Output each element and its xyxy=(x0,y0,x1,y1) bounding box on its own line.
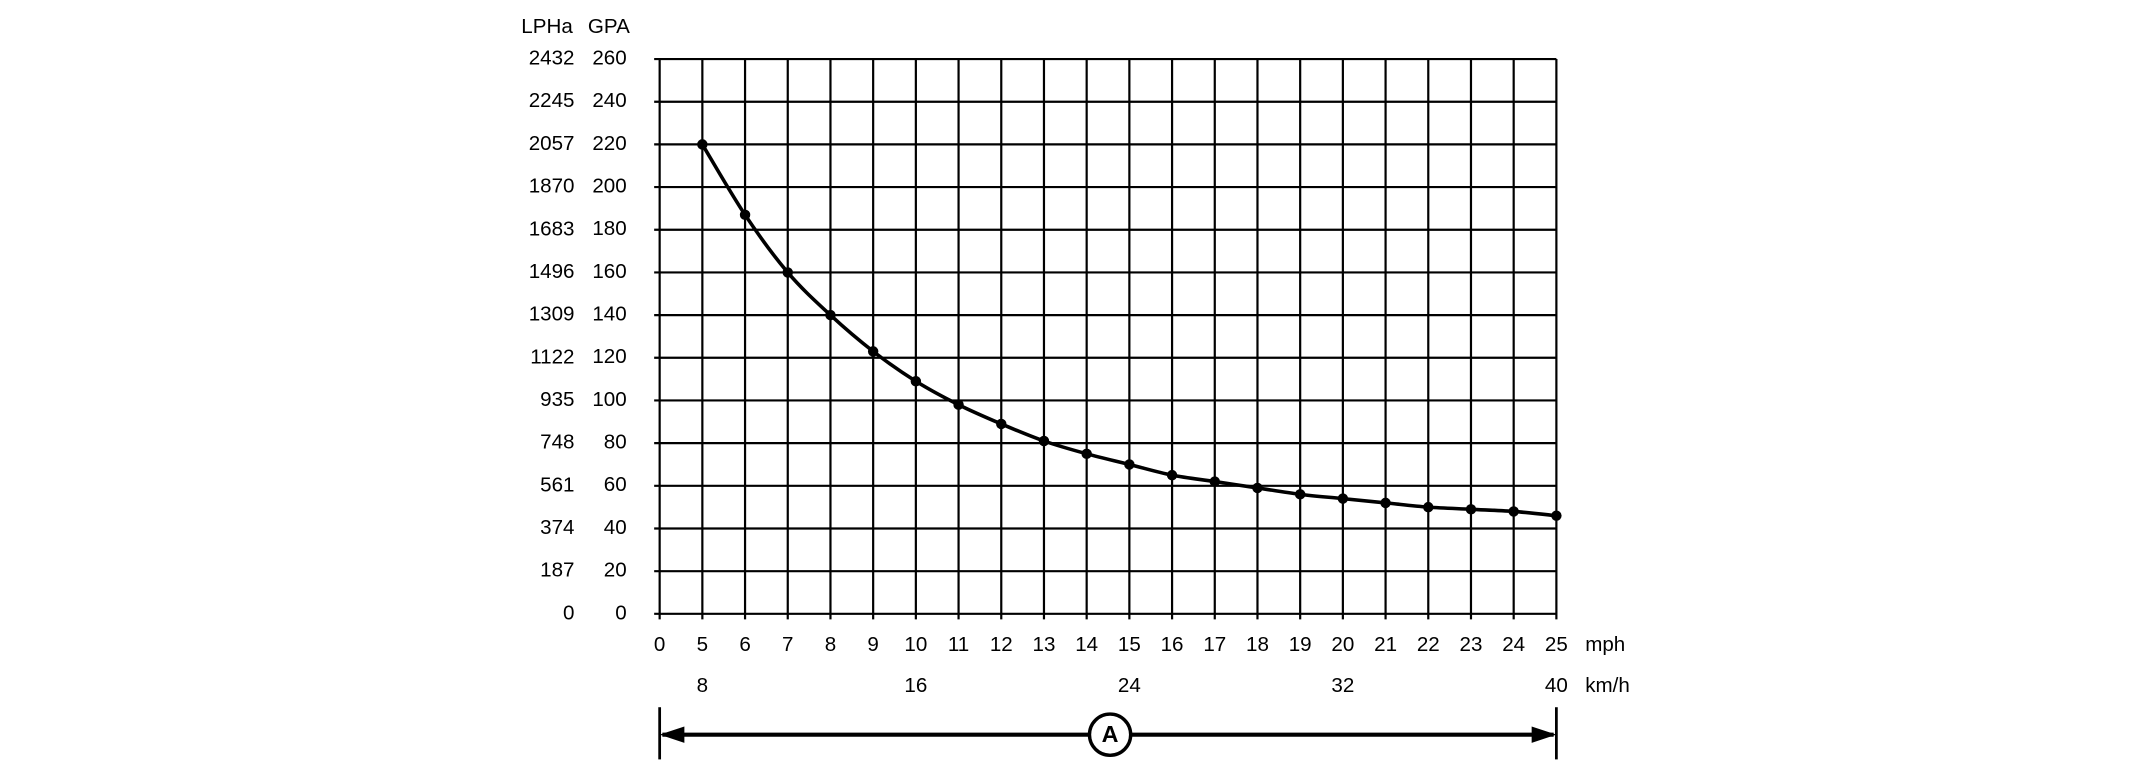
x-tick-label: 23 xyxy=(1460,633,1483,656)
x-tick-label: 24 xyxy=(1502,633,1525,656)
x-tick-label: 17 xyxy=(1203,633,1226,656)
y-tick-label: 200 xyxy=(592,175,626,198)
annotation: A xyxy=(1102,721,1119,747)
x-tick-label: 9 xyxy=(867,633,878,656)
y-tick-label: 20 xyxy=(604,559,627,582)
data-point xyxy=(1551,510,1562,521)
y2-tick-label: 0 xyxy=(563,601,574,624)
x-tick-label: 19 xyxy=(1289,633,1312,656)
y-tick-label: 180 xyxy=(592,217,626,240)
y-tick-label: 0 xyxy=(615,601,626,624)
range-arrow xyxy=(658,707,1558,760)
y-tick-label: 260 xyxy=(592,46,626,69)
data-point xyxy=(1508,506,1519,517)
data-point xyxy=(1124,459,1135,470)
y-tick-label: 160 xyxy=(592,260,626,283)
x2-tick-label: 32 xyxy=(1331,674,1354,697)
y-axis-label: GPA xyxy=(588,15,630,38)
y2-tick-label: 1309 xyxy=(529,303,575,326)
x2-tick-label: 24 xyxy=(1118,674,1141,697)
arrow-head-right xyxy=(1531,726,1557,743)
y2-tick-label: 2245 xyxy=(529,89,575,112)
x-tick-label: 12 xyxy=(990,633,1013,656)
data-point xyxy=(697,139,708,150)
data-point xyxy=(1038,435,1050,447)
data-point xyxy=(1209,476,1220,487)
y-tick-label: 140 xyxy=(592,303,626,326)
data-point xyxy=(867,346,879,357)
x-tick-label: 6 xyxy=(739,633,750,656)
y-tick-label: 120 xyxy=(592,345,626,368)
data-point xyxy=(910,376,922,387)
data-point xyxy=(739,209,751,221)
data-point xyxy=(782,267,793,278)
x2-axis-label: km/h xyxy=(1585,674,1630,697)
x-tick-label: 16 xyxy=(1161,633,1184,656)
y2-tick-label: 1683 xyxy=(529,217,575,240)
data-point xyxy=(953,399,964,410)
y2-tick-label: 1496 xyxy=(529,260,575,283)
y2-tick-label: 2432 xyxy=(529,46,575,69)
y-tick-label: 100 xyxy=(592,388,626,411)
data-point xyxy=(825,309,836,321)
y2-axis-label: LPHa xyxy=(521,15,573,38)
y-tick-label: 60 xyxy=(604,473,627,496)
x-tick-label: 11 xyxy=(948,633,969,656)
data-point xyxy=(1081,448,1092,460)
x-tick-label: 10 xyxy=(904,633,927,656)
y2-tick-label: 561 xyxy=(540,473,574,496)
annotation-circle xyxy=(1087,712,1133,757)
y-tick-label: 220 xyxy=(592,132,626,155)
x-axis-label: mph xyxy=(1585,633,1625,656)
x-tick-label: 18 xyxy=(1246,633,1269,656)
x-tick-label: 0 xyxy=(654,633,665,656)
y2-tick-label: 1870 xyxy=(529,175,575,198)
x-tick-label: 21 xyxy=(1374,633,1397,656)
y2-tick-label: 748 xyxy=(540,431,574,454)
x-tick-label: 20 xyxy=(1331,633,1354,656)
data-point xyxy=(1166,469,1178,481)
x-tick-label: 25 xyxy=(1545,633,1568,656)
x-tick-label: 22 xyxy=(1417,633,1440,656)
x-tick-label: 5 xyxy=(697,633,708,656)
data-point xyxy=(996,418,1007,430)
y-tick-label: 80 xyxy=(604,431,627,454)
x2-tick-label: 8 xyxy=(697,674,708,697)
data-point xyxy=(1423,501,1434,513)
arrow-head-left xyxy=(659,726,685,743)
y-tick-label: 40 xyxy=(604,516,627,539)
y2-tick-label: 2057 xyxy=(529,132,575,155)
x-tick-label: 8 xyxy=(825,633,836,656)
data-point xyxy=(1337,493,1349,504)
y2-tick-label: 187 xyxy=(540,559,574,582)
y2-tick-label: 374 xyxy=(540,516,574,539)
y2-tick-label: 1122 xyxy=(530,345,574,368)
data-point xyxy=(1380,497,1391,509)
x-tick-label: 13 xyxy=(1033,633,1056,656)
x-tick-label: 7 xyxy=(782,633,793,656)
y2-tick-label: 935 xyxy=(540,388,574,411)
y-tick-label: 240 xyxy=(592,89,626,112)
x-tick-label: 14 xyxy=(1075,633,1098,656)
x2-tick-label: 16 xyxy=(904,674,927,697)
data-point xyxy=(1465,504,1477,515)
data-point xyxy=(1252,482,1263,494)
x2-tick-label: 40 xyxy=(1545,674,1568,697)
x-tick-label: 15 xyxy=(1118,633,1141,656)
data-point xyxy=(1294,489,1306,500)
